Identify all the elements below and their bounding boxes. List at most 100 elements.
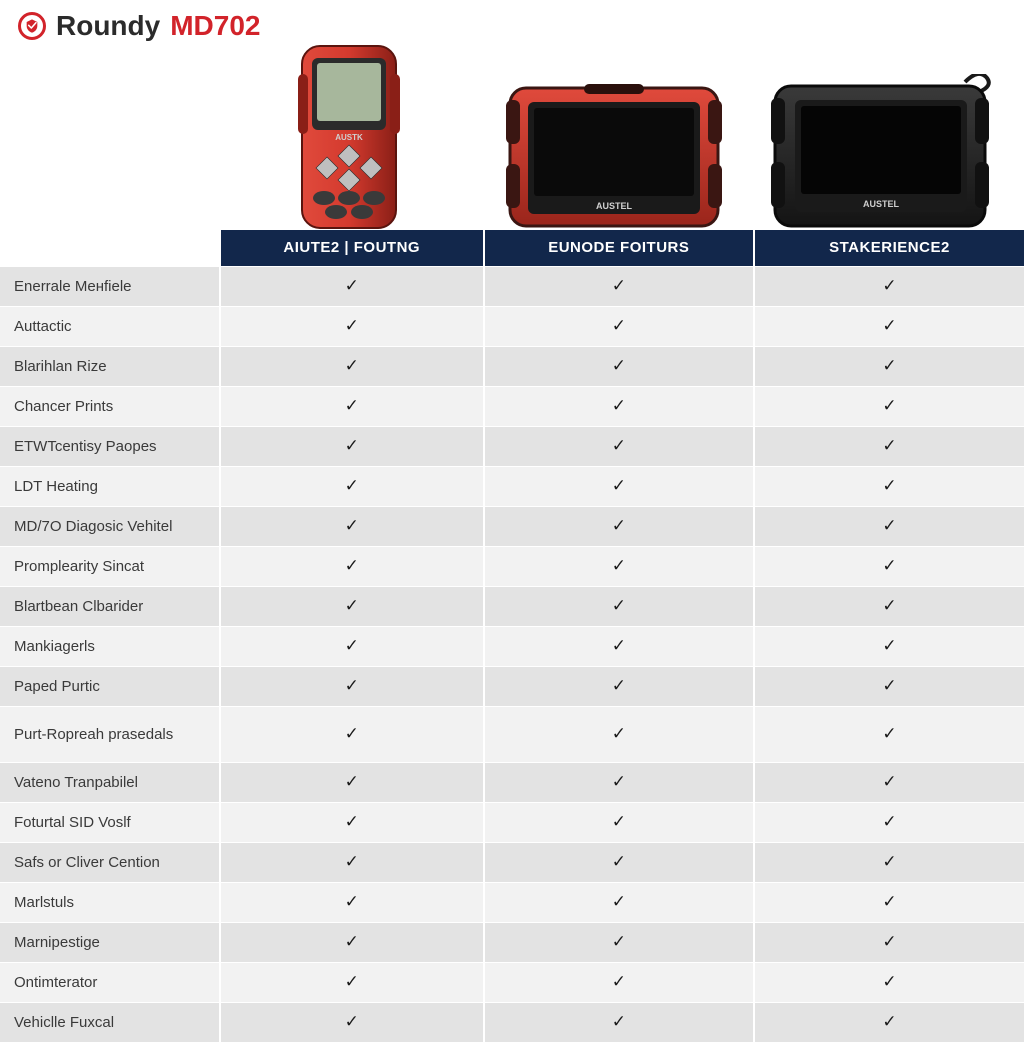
check-icon: ✓: [220, 506, 484, 546]
feature-label: Vateno Tranpabilel: [0, 762, 220, 802]
check-icon: ✓: [220, 706, 484, 762]
table-row: LDT Heating✓✓✓: [0, 466, 1024, 506]
feature-label: Enerrale Meнfiele: [0, 266, 220, 306]
feature-label: Blarihlan Rize: [0, 346, 220, 386]
column-header: EUNODE FOITURS: [484, 230, 754, 266]
feature-label: Blartbean Clbarider: [0, 586, 220, 626]
brand-logo-icon: [18, 12, 46, 40]
check-icon: ✓: [754, 626, 1024, 666]
check-icon: ✓: [484, 466, 754, 506]
check-icon: ✓: [754, 666, 1024, 706]
check-icon: ✓: [484, 1002, 754, 1042]
table-row: Marlstuls✓✓✓: [0, 882, 1024, 922]
feature-label: Vehiclle Fuxcal: [0, 1002, 220, 1042]
check-icon: ✓: [754, 546, 1024, 586]
table-row: Blarihlan Rize✓✓✓: [0, 346, 1024, 386]
check-icon: ✓: [484, 666, 754, 706]
check-icon: ✓: [220, 386, 484, 426]
table-header: AIUTE2 | FOUTNG EUNODE FOITURS STAKERIEN…: [0, 230, 1024, 266]
device-brand-text: AUSTEL: [596, 201, 633, 211]
check-icon: ✓: [754, 266, 1024, 306]
table-row: MD/7O Diagosic Vehitel✓✓✓: [0, 506, 1024, 546]
feature-label: ETWTcentisy Paopes: [0, 426, 220, 466]
check-icon: ✓: [754, 762, 1024, 802]
brand-name: Roundy: [56, 10, 160, 42]
table-row: Paped Purtic✓✓✓: [0, 666, 1024, 706]
check-icon: ✓: [220, 466, 484, 506]
check-icon: ✓: [484, 882, 754, 922]
table-row: Auttactic✓✓✓: [0, 306, 1024, 346]
feature-label: Foturtal SID Voslf: [0, 802, 220, 842]
check-icon: ✓: [220, 626, 484, 666]
brand-model: MD702: [170, 10, 260, 42]
check-icon: ✓: [484, 762, 754, 802]
table-row: Marnipestige✓✓✓: [0, 922, 1024, 962]
check-icon: ✓: [484, 922, 754, 962]
feature-label: Mankiagerls: [0, 626, 220, 666]
check-icon: ✓: [220, 762, 484, 802]
feature-label: Promplearity Sincat: [0, 546, 220, 586]
check-icon: ✓: [220, 962, 484, 1002]
check-icon: ✓: [754, 306, 1024, 346]
product-image-handheld: AUSTK: [218, 44, 480, 230]
check-icon: ✓: [484, 802, 754, 842]
header-blank: [0, 230, 220, 266]
table-row: Vateno Tranpabilel✓✓✓: [0, 762, 1024, 802]
check-icon: ✓: [220, 426, 484, 466]
product-image-row: AUSTK: [0, 42, 1024, 230]
product-image-tablet-red: AUSTEL: [480, 80, 748, 230]
page-header: Roundy MD702: [0, 0, 1024, 42]
check-icon: ✓: [220, 346, 484, 386]
feature-label: Safs or Cliver Cention: [0, 842, 220, 882]
feature-label: LDT Heating: [0, 466, 220, 506]
check-icon: ✓: [754, 802, 1024, 842]
table-row: Purt-Ropreah prasedals✓✓✓: [0, 706, 1024, 762]
table-body: Enerrale Meнfiele✓✓✓Auttactic✓✓✓Blarihla…: [0, 266, 1024, 1042]
table-row: Promplearity Sincat✓✓✓: [0, 546, 1024, 586]
check-icon: ✓: [484, 346, 754, 386]
device-brand-text: AUSTEL: [863, 199, 900, 209]
check-icon: ✓: [484, 962, 754, 1002]
check-icon: ✓: [754, 506, 1024, 546]
check-icon: ✓: [484, 546, 754, 586]
check-icon: ✓: [754, 466, 1024, 506]
feature-label: Purt-Ropreah prasedals: [0, 706, 220, 762]
check-icon: ✓: [220, 922, 484, 962]
feature-label: Auttactic: [0, 306, 220, 346]
check-icon: ✓: [484, 426, 754, 466]
check-icon: ✓: [220, 306, 484, 346]
table-row: Chancer Prints✓✓✓: [0, 386, 1024, 426]
check-icon: ✓: [754, 922, 1024, 962]
check-icon: ✓: [754, 706, 1024, 762]
table-row: Foturtal SID Voslf✓✓✓: [0, 802, 1024, 842]
check-icon: ✓: [220, 1002, 484, 1042]
check-icon: ✓: [754, 1002, 1024, 1042]
check-icon: ✓: [220, 842, 484, 882]
feature-label: Chancer Prints: [0, 386, 220, 426]
check-icon: ✓: [220, 666, 484, 706]
check-icon: ✓: [220, 882, 484, 922]
table-row: Blartbean Clbarider✓✓✓: [0, 586, 1024, 626]
table-row: Enerrale Meнfiele✓✓✓: [0, 266, 1024, 306]
feature-label: Marlstuls: [0, 882, 220, 922]
table-row: Ontimterator✓✓✓: [0, 962, 1024, 1002]
check-icon: ✓: [484, 626, 754, 666]
check-icon: ✓: [484, 506, 754, 546]
column-header: AIUTE2 | FOUTNG: [220, 230, 484, 266]
device-brand-text: AUSTK: [335, 133, 363, 142]
check-icon: ✓: [484, 266, 754, 306]
check-icon: ✓: [754, 842, 1024, 882]
check-icon: ✓: [484, 386, 754, 426]
feature-label: Paped Purtic: [0, 666, 220, 706]
check-icon: ✓: [220, 546, 484, 586]
comparison-table: AIUTE2 | FOUTNG EUNODE FOITURS STAKERIEN…: [0, 230, 1024, 1042]
table-row: Safs or Cliver Cention✓✓✓: [0, 842, 1024, 882]
table-row: Vehiclle Fuxcal✓✓✓: [0, 1002, 1024, 1042]
check-icon: ✓: [754, 882, 1024, 922]
check-icon: ✓: [220, 586, 484, 626]
check-icon: ✓: [754, 586, 1024, 626]
table-row: Mankiagerls✓✓✓: [0, 626, 1024, 666]
check-icon: ✓: [754, 346, 1024, 386]
check-icon: ✓: [220, 266, 484, 306]
product-image-tablet-black: AUSTEL: [748, 74, 1016, 230]
